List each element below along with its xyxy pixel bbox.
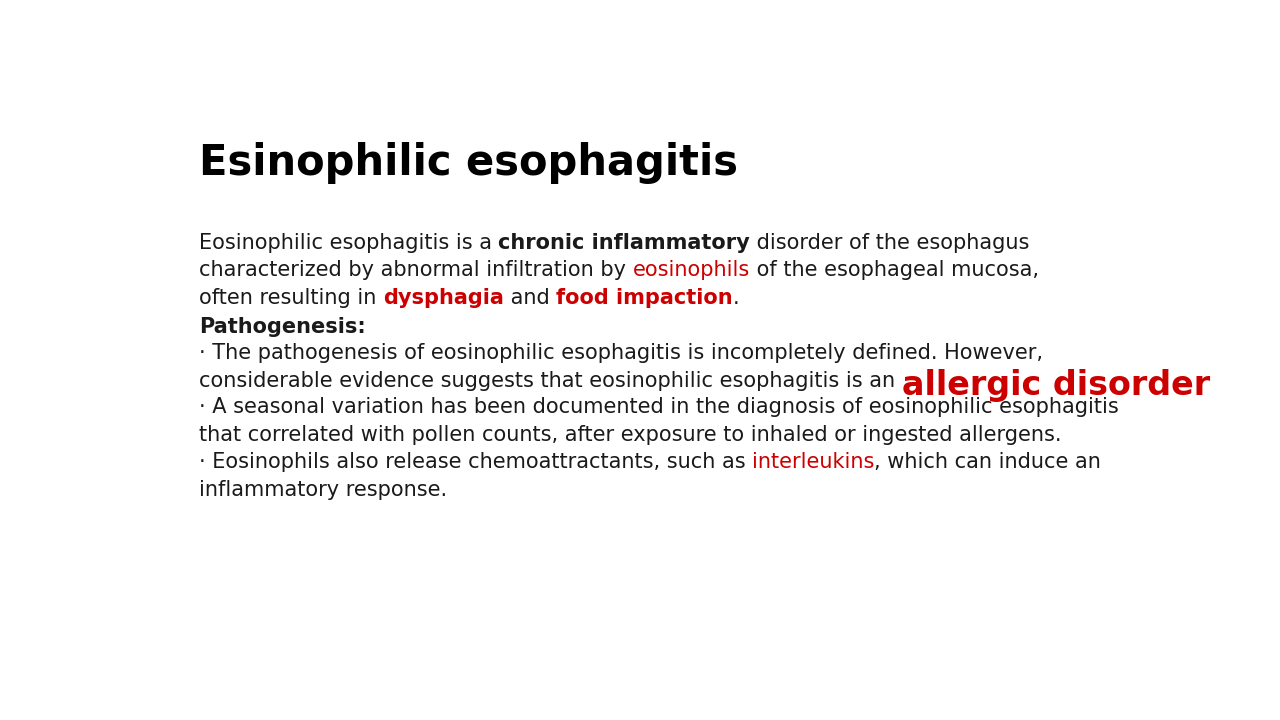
Text: chronic inflammatory: chronic inflammatory — [498, 233, 750, 253]
Text: that correlated with pollen counts, after exposure to inhaled or ingested allerg: that correlated with pollen counts, afte… — [198, 426, 1061, 445]
Text: Eosinophilic esophagitis is a: Eosinophilic esophagitis is a — [198, 233, 498, 253]
Text: eosinophils: eosinophils — [632, 261, 750, 280]
Text: allergic disorder: allergic disorder — [901, 369, 1210, 402]
Text: · A seasonal variation has been documented in the diagnosis of eosinophilic esop: · A seasonal variation has been document… — [198, 397, 1119, 418]
Text: often resulting in: often resulting in — [198, 288, 383, 308]
Text: interleukins: interleukins — [753, 452, 874, 472]
Text: characterized by abnormal infiltration by: characterized by abnormal infiltration b… — [198, 261, 632, 280]
Text: · Eosinophils also release chemoattractants, such as: · Eosinophils also release chemoattracta… — [198, 452, 753, 472]
Text: dysphagia: dysphagia — [383, 288, 503, 308]
Text: .: . — [732, 288, 740, 308]
Text: inflammatory response.: inflammatory response. — [198, 480, 447, 500]
Text: Pathogenesis:: Pathogenesis: — [198, 318, 366, 338]
Text: Esinophilic esophagitis: Esinophilic esophagitis — [198, 142, 737, 184]
Text: and: and — [503, 288, 556, 308]
Text: considerable evidence suggests that eosinophilic esophagitis is an: considerable evidence suggests that eosi… — [198, 371, 901, 390]
Text: food impaction: food impaction — [556, 288, 732, 308]
Text: disorder of the esophagus: disorder of the esophagus — [750, 233, 1029, 253]
Text: of the esophageal mucosa,: of the esophageal mucosa, — [750, 261, 1038, 280]
Text: · The pathogenesis of eosinophilic esophagitis is incompletely defined. However,: · The pathogenesis of eosinophilic esoph… — [198, 343, 1043, 363]
Text: , which can induce an: , which can induce an — [874, 452, 1101, 472]
